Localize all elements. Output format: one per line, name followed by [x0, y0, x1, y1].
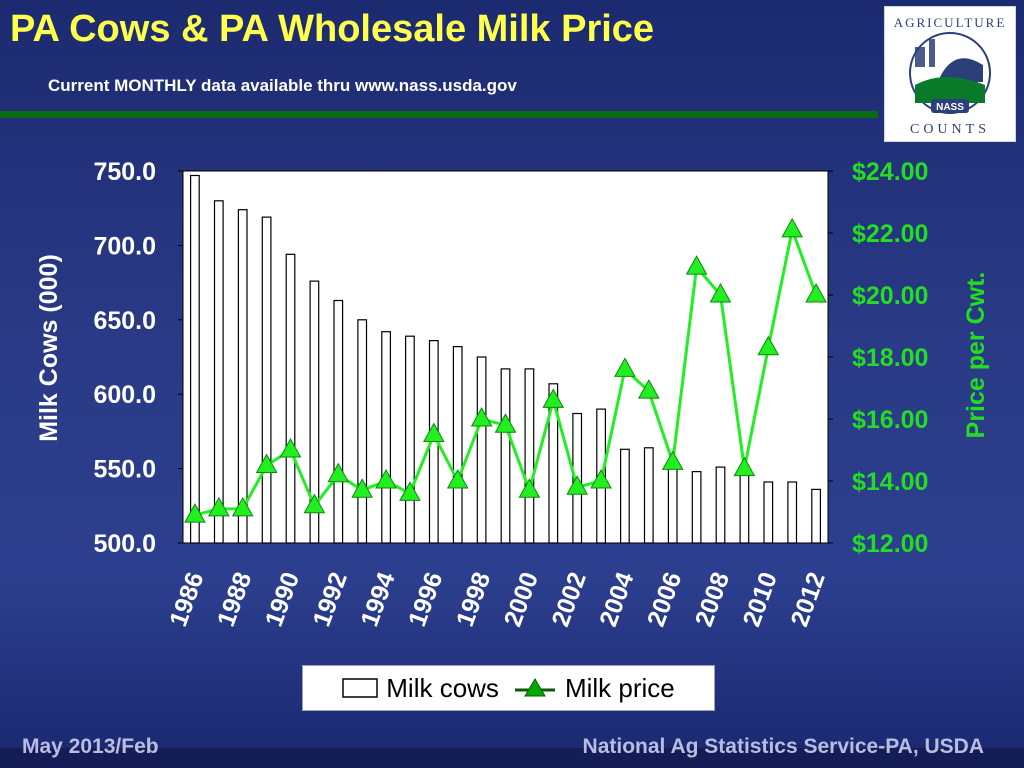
agriculture-counts-logo-icon: NASS AGRICULTURE COUNTS [894, 15, 1007, 137]
x-tick-label: 2002 [547, 568, 592, 630]
point-milk-price-1996 [422, 422, 445, 442]
point-milk-price-1990 [279, 437, 302, 458]
bar-milk-cows-1997 [452, 346, 463, 544]
x-tick-label: 2006 [642, 568, 687, 630]
bar-milk-cows-1998 [476, 356, 487, 544]
bar-milk-cows-2009 [739, 472, 750, 544]
point-milk-price-1988 [231, 496, 254, 517]
chart-legend: Milk cows Milk price [302, 665, 715, 711]
point-milk-price-2002 [566, 475, 589, 495]
y-tick-label: 500.0 [93, 530, 156, 558]
y-tick-label: 550.0 [93, 456, 156, 484]
x-tick-label: 1994 [355, 568, 400, 630]
point-milk-price-1987 [207, 496, 230, 517]
point-milk-price-2007 [685, 255, 708, 275]
bar-milk-cows-2005 [643, 447, 654, 544]
x-tick-label: 1998 [451, 568, 496, 630]
y-axis-label: Milk Cows (000) [35, 254, 63, 442]
point-milk-price-2010 [757, 335, 780, 356]
bar-milk-cows-1991 [309, 280, 320, 544]
bar-milk-cows-1999 [500, 368, 511, 544]
x-tick-label: 1988 [212, 568, 257, 630]
footer-bar [0, 748, 1024, 768]
point-milk-price-2011 [781, 217, 804, 238]
point-milk-price-1991 [303, 493, 326, 514]
point-milk-price-1989 [255, 453, 278, 473]
legend-label-milk-cows: Milk cows [386, 672, 499, 703]
bar-milk-cows-1992 [333, 299, 344, 544]
x-tick-label: 1996 [403, 568, 448, 630]
bar-milk-cows-1986 [190, 174, 200, 544]
footer-date: May 2013/Feb [22, 735, 159, 758]
bar-milk-cows-2006 [667, 468, 678, 544]
x-tick-label: 2012 [785, 568, 830, 630]
bar-milk-cows-2000 [524, 368, 535, 544]
bar-swatch-icon [342, 678, 379, 698]
svg-text:AGRICULTURE: AGRICULTURE [894, 15, 1007, 30]
y2-tick-label: $16.00 [852, 406, 928, 434]
x-tick-label: 1986 [164, 568, 209, 630]
point-milk-price-1998 [470, 406, 493, 427]
y2-tick-label: $20.00 [852, 282, 928, 310]
legend-label-milk-price: Milk price [564, 672, 675, 703]
x-tick-label: 2008 [690, 568, 735, 630]
point-milk-price-2001 [542, 388, 565, 408]
nass-logo: NASS AGRICULTURE COUNTS [884, 6, 1016, 142]
y-tick-label: 650.0 [93, 307, 156, 335]
bar-milk-cows-2001 [548, 383, 559, 544]
y-tick-label: 750.0 [93, 158, 156, 186]
point-milk-price-2004 [614, 357, 636, 377]
point-milk-price-1992 [327, 462, 350, 483]
point-milk-price-2012 [805, 282, 827, 303]
bar-milk-cows-2011 [787, 481, 798, 544]
point-milk-price-1986 [184, 503, 206, 523]
bar-milk-cows-1988 [237, 209, 248, 544]
legend-item-milk-price: Milk price [513, 673, 675, 704]
point-milk-price-2006 [661, 450, 684, 470]
bar-milk-cows-2007 [691, 471, 702, 544]
title-divider [0, 111, 878, 118]
point-milk-price-2008 [709, 282, 732, 303]
x-tick-label: 1992 [308, 568, 353, 630]
x-tick-label: 2004 [594, 568, 639, 630]
point-milk-price-2000 [518, 478, 541, 498]
bar-milk-cows-1993 [357, 319, 368, 544]
bar-milk-cows-1994 [381, 331, 391, 544]
point-milk-price-1997 [446, 468, 469, 489]
y2-tick-label: $14.00 [852, 468, 928, 496]
y-tick-label: 700.0 [93, 232, 156, 260]
point-milk-price-1994 [375, 468, 397, 489]
slide-title: PA Cows & PA Wholesale Milk Price [10, 8, 655, 50]
footer-source: National Ag Statistics Service-PA, USDA [582, 735, 984, 758]
triangle-line-swatch-icon [514, 678, 555, 697]
y2-tick-label: $18.00 [852, 344, 928, 372]
bar-milk-cows-2010 [763, 481, 774, 544]
point-milk-price-1999 [494, 413, 517, 433]
y2-tick-label: $12.00 [852, 530, 928, 558]
point-milk-price-2009 [733, 456, 756, 477]
point-milk-price-2003 [590, 468, 612, 489]
bar-milk-cows-2004 [619, 448, 630, 544]
bar-milk-cows-2008 [715, 466, 726, 544]
legend-item-milk-cows: Milk cows [342, 673, 499, 704]
bar-milk-cows-1989 [261, 216, 272, 544]
bar-milk-cows-1990 [285, 253, 296, 544]
bar-milk-cows-2012 [811, 488, 821, 544]
y2-tick-label: $24.00 [852, 158, 928, 186]
point-milk-price-1995 [399, 481, 421, 501]
point-milk-price-2005 [637, 379, 660, 399]
x-tick-label: 2010 [738, 568, 783, 630]
y2-axis-label: Price per Cwt. [962, 272, 990, 439]
point-milk-price-1993 [351, 478, 374, 498]
svg-text:COUNTS: COUNTS [910, 122, 990, 137]
y2-tick-label: $22.00 [852, 220, 928, 248]
milk-chart: 750.0 700.0 650.0 600.0 550.0 500.0 $24.00 $22… [35, 158, 990, 630]
x-tick-label: 2000 [499, 568, 544, 630]
slide-subtitle: Current MONTHLY data available thru www.… [48, 76, 517, 95]
x-tick-label: 1990 [260, 568, 305, 630]
bar-milk-cows-1987 [213, 200, 224, 544]
y-tick-label: 600.0 [93, 381, 156, 409]
bar-milk-cows-1995 [405, 335, 415, 544]
svg-text:NASS: NASS [936, 102, 964, 113]
